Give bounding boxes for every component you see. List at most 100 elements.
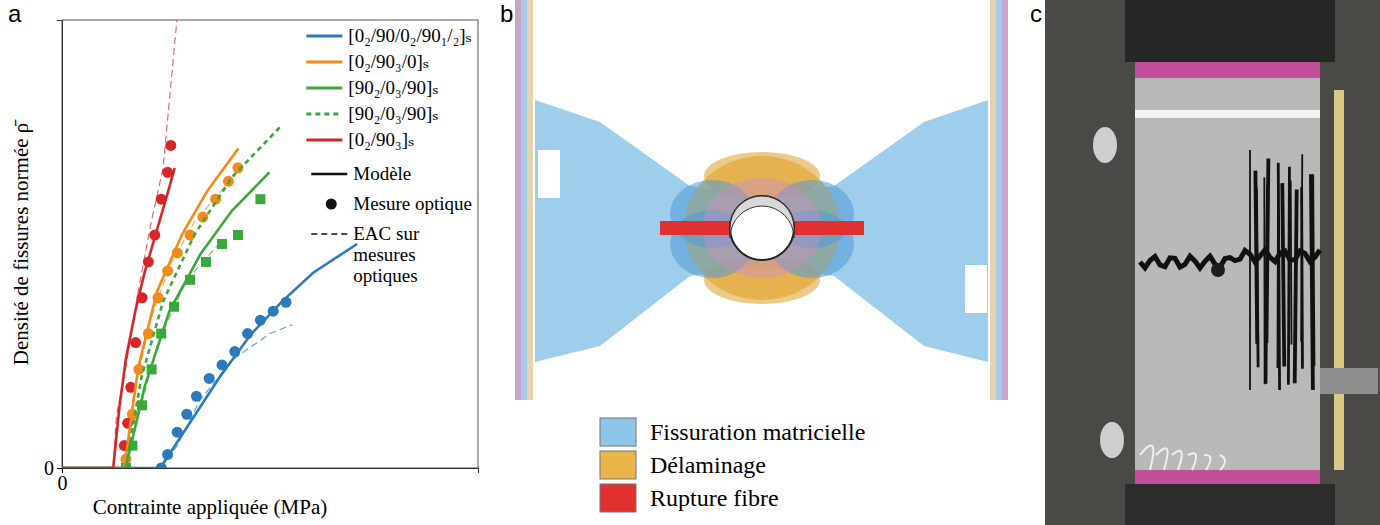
measure-point [201,257,211,267]
hole [730,196,794,260]
eac-line [126,244,219,468]
crack [1255,171,1257,344]
matrix-cracking-zone [535,100,988,362]
damage-legend-swatch [600,484,636,512]
plot-data [62,20,357,468]
arm [1320,368,1378,394]
uncracked-zone [965,265,987,313]
fibre-strand [1188,453,1196,470]
damage-legend-label: Délaminage [650,452,766,478]
y-tick: 0 [44,457,62,479]
legend-swatch [306,61,342,64]
damage-legend-label: Fissuration matricielle [650,419,865,445]
x-line [63,469,479,474]
legend-swatch [306,87,342,90]
measure-point [255,194,265,204]
marker-stripe [1135,110,1320,118]
crack [1288,167,1289,385]
damage-legend-swatch [600,418,636,446]
panel-letter: b [500,0,513,27]
crack [1266,159,1268,343]
legend-label: [0₂/90₃/0]ₛ [348,51,429,72]
x-tick-label: 0 [58,472,68,494]
model-line [62,172,269,468]
damage-legend-label: Rupture fibre [650,485,779,511]
fibre-strand [1156,448,1168,470]
figure: a b c 00 Contrainte appliquée (MPa) Densité d… [0,0,1380,525]
uncracked-zone [538,150,560,198]
measure-point [204,373,215,384]
plate-edge [527,0,533,400]
fibre-strand [1140,445,1153,470]
model-line [62,244,357,468]
rod [1334,90,1344,470]
plot-frame [62,20,478,468]
legend-label: [90₂/0₃/90]ₛ [348,103,438,124]
style-legend-swatch [311,173,347,176]
upper-grip [1125,0,1335,62]
legend-swatch [306,139,342,142]
legend-label: [0₂/90₃]ₛ [348,129,414,150]
model-line [62,168,175,468]
panel-letter: c [1030,0,1042,27]
style-legend: Modèle Mesure optique EAC surmesuresoptiqu… [311,163,472,286]
style-legend-label: Mesure optique [353,193,472,214]
legend-label: [0₂/90/0₂/90₁/₂]ₛ [348,25,472,46]
style-legend-label: Modèle [353,163,411,184]
plate-edge [521,0,527,400]
style-legend-swatch [326,199,337,210]
measure-point [217,239,227,249]
y-tick-mark [57,468,62,469]
y-line [57,21,63,469]
x-tick: 0 [58,468,68,494]
specimen-hole [1211,263,1225,277]
damage-legend: Fissuration matricielle Délaminage Rupture… [600,418,865,512]
plate-edge [990,0,996,400]
eac-line [124,186,225,468]
measure-point [130,337,141,348]
eac-line [113,20,177,468]
measure-point [165,140,176,151]
specimen [1135,78,1320,480]
legend: [0₂/90/0₂/90₁/₂]ₛ [0₂/90₃/0]ₛ [90₂/0₃/90]ₛ… [306,25,472,150]
fibre-strand [1172,451,1182,470]
x-axis-title: Contrainte appliquée (MPa) [93,495,327,519]
tab [1135,470,1320,484]
fibre-strand [1204,455,1211,470]
model-line [62,125,282,468]
pin [1100,422,1124,458]
legend-swatch [306,113,342,116]
pin [1093,127,1117,163]
model-line [62,149,238,468]
plate-edge [1002,0,1008,400]
legend-label: [90₂/0₃/90]ₛ [348,77,438,98]
panel-letter: a [8,0,22,27]
crack [1300,187,1304,369]
style-legend-label: EAC surmesuresoptiques [353,223,420,286]
crack [1313,174,1314,365]
panel-a: 00 Contrainte appliquée (MPa) Densité de f… [9,20,479,519]
measure-point [233,230,243,240]
panel-b: Fissuration matricielle Délaminage Rupture… [515,0,1008,512]
measure-point [181,409,192,420]
tab [1135,62,1320,78]
y-tick-label: 0 [44,457,54,479]
crack [1278,163,1279,390]
panel-c [1045,0,1380,525]
crack [1140,250,1320,268]
plate-edge [515,0,521,400]
crack [1295,189,1297,383]
hole-wall [730,196,794,238]
crack [1249,150,1251,390]
legend-swatch [306,35,342,38]
lower-grip [1125,484,1335,525]
plate-edge [996,0,1002,400]
fibre-strand [1220,455,1225,470]
style-legend-swatch [311,233,347,234]
y-axis: 0 [44,21,63,479]
y-axis-title: Densité de fissures normée ρ̄ [9,119,33,366]
photo-background [1045,0,1380,525]
crack [1282,183,1284,366]
damage-legend-swatch [600,451,636,479]
measure-point [191,391,202,402]
